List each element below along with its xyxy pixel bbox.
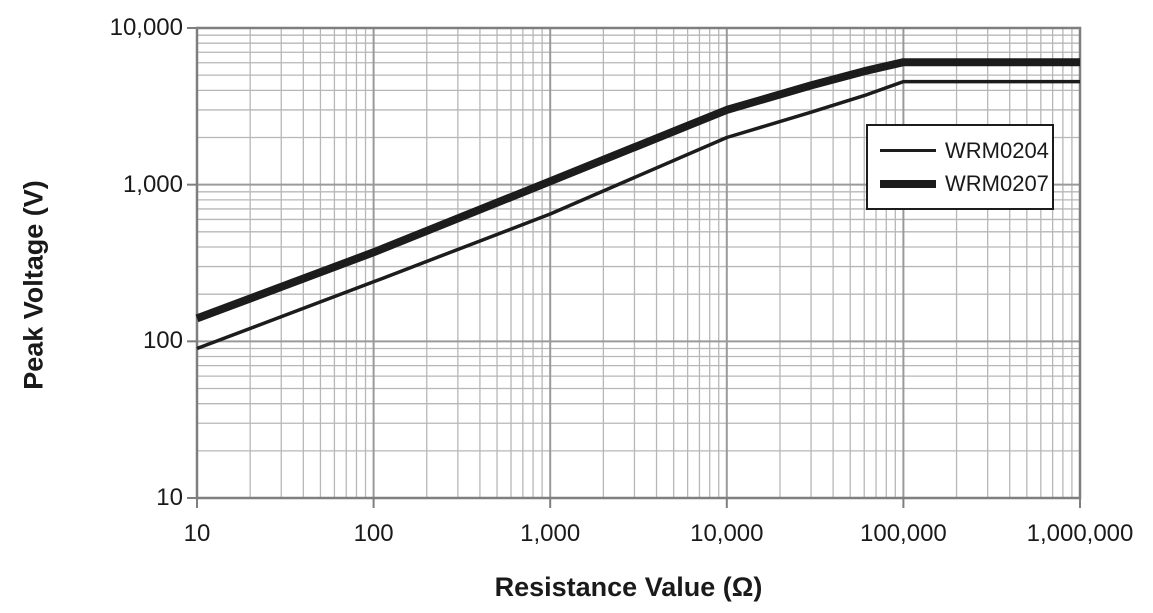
y-tick-label-1000: 1,000 bbox=[122, 170, 183, 198]
x-axis-title: Resistance Value (Ω) bbox=[494, 572, 763, 602]
y-tick-label-10000: 10,000 bbox=[109, 14, 183, 41]
y-tick-label-100: 100 bbox=[142, 327, 183, 355]
legend-item-wrm0204: WRM0204 bbox=[880, 137, 1052, 163]
x-tick-label-10: 10 bbox=[183, 520, 211, 547]
x-tick-label-10000: 10,000 bbox=[690, 520, 764, 547]
legend-item-wrm0207: WRM0207 bbox=[880, 170, 1052, 196]
legend-line-sample-thin bbox=[880, 148, 936, 153]
x-tick-label-1000000: 1,000,000 bbox=[1026, 520, 1134, 547]
legend-box: WRM0204 WRM0207 bbox=[866, 124, 1054, 210]
y-tick-label-10: 10 bbox=[156, 484, 183, 511]
legend-label-wrm0207: WRM0207 bbox=[945, 170, 1049, 196]
legend-label-wrm0204: WRM0204 bbox=[945, 137, 1049, 163]
x-tick-label-100000: 100,000 bbox=[860, 520, 947, 547]
x-tick-label-100: 100 bbox=[353, 520, 394, 547]
y-axis-title: Peak Voltage (V) bbox=[18, 180, 49, 390]
x-tick-label-1000: 1,000 bbox=[520, 520, 581, 547]
legend-line-sample-thick bbox=[880, 179, 936, 188]
